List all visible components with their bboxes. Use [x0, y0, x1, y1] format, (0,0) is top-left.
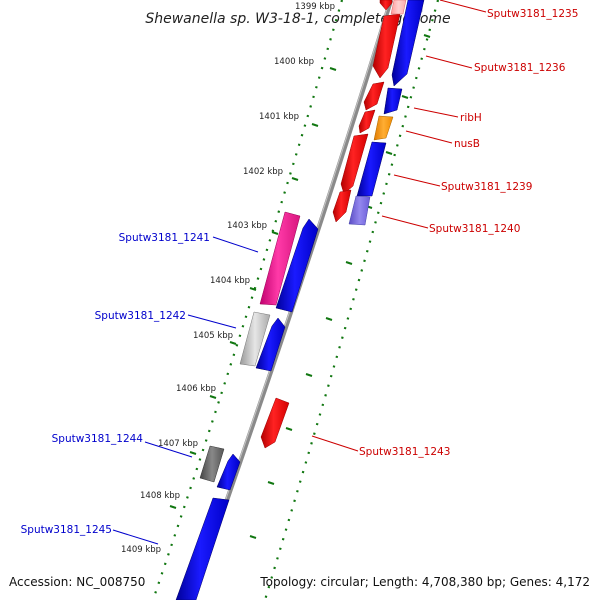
gene-block-purple[interactable] — [348, 195, 371, 226]
kbp-label: 1399 kbp — [295, 2, 335, 12]
genome-title: Shewanella sp. W3-18-1, complete genome — [145, 11, 450, 27]
inner-tick-track — [151, 0, 344, 600]
gene-label-sputw3181-1242[interactable]: Sputw3181_1242 — [95, 310, 186, 322]
kbp-label: 1408 kbp — [140, 491, 180, 501]
gene-arrow-red[interactable] — [358, 109, 376, 134]
gene-arrow-blue[interactable] — [255, 317, 286, 372]
gene-block-blue[interactable] — [356, 141, 387, 197]
gene-label-sputw3181-1243[interactable]: Sputw3181_1243 — [359, 446, 450, 458]
reverse-strand-genes — [260, 0, 425, 449]
gene-block-blue[interactable] — [383, 87, 403, 115]
gene-block-light-grey[interactable] — [239, 311, 271, 367]
gene-label-sputw3181-1241[interactable]: Sputw3181_1241 — [119, 232, 210, 244]
forward-strand-genes — [175, 211, 319, 600]
kbp-scale: 1399 kbp 1400 kbp 1401 kbp 1402 kbp 1403… — [121, 2, 335, 555]
gene-arrow-red[interactable] — [340, 133, 369, 195]
gene-arrow-blue[interactable] — [216, 453, 241, 491]
gene-arrow-red[interactable] — [260, 397, 290, 449]
gene-block-orange[interactable] — [373, 115, 394, 141]
kbp-label: 1404 kbp — [210, 276, 250, 286]
gene-labels: Sputw3181_1235 Sputw3181_1236 ribH nusB … — [21, 8, 579, 536]
topology-label: Topology: circular; Length: 4,708,380 bp… — [259, 575, 590, 589]
kbp-label: 1402 kbp — [243, 167, 283, 177]
kbp-label: 1406 kbp — [176, 384, 216, 394]
major-ticks — [169, 34, 431, 539]
gene-label-nusb[interactable]: nusB — [454, 138, 480, 150]
accession-label: Accession: NC_008750 — [9, 575, 145, 589]
gene-arrow-red[interactable] — [363, 81, 385, 111]
gene-label-sputw3181-1244[interactable]: Sputw3181_1244 — [52, 433, 144, 445]
gene-label-sputw3181-1239[interactable]: Sputw3181_1239 — [441, 181, 532, 193]
gene-arrow-red[interactable] — [332, 189, 352, 223]
gene-arrow-red[interactable] — [372, 13, 401, 79]
kbp-label: 1401 kbp — [259, 112, 299, 122]
gene-block-grey[interactable] — [199, 445, 225, 483]
kbp-label: 1409 kbp — [121, 545, 161, 555]
gene-label-sputw3181-1240[interactable]: Sputw3181_1240 — [429, 223, 520, 235]
gene-arrow-blue[interactable] — [275, 218, 319, 313]
kbp-label: 1407 kbp — [158, 439, 198, 449]
gene-block-pink[interactable] — [390, 0, 407, 15]
gene-block-magenta[interactable] — [259, 211, 301, 306]
kbp-label: 1405 kbp — [193, 331, 233, 341]
gene-arrow-red[interactable] — [379, 0, 393, 11]
gene-label-ribh[interactable]: ribH — [460, 112, 482, 124]
gene-label-sputw3181-1236[interactable]: Sputw3181_1236 — [474, 62, 566, 74]
outer-tick-track — [263, 0, 440, 600]
gene-label-sputw3181-1245[interactable]: Sputw3181_1245 — [21, 524, 112, 536]
kbp-label: 1403 kbp — [227, 221, 267, 231]
gene-label-sputw3181-1235[interactable]: Sputw3181_1235 — [487, 8, 578, 20]
gene-block-blue[interactable] — [391, 0, 425, 87]
kbp-label: 1400 kbp — [274, 57, 314, 67]
gene-block-blue[interactable] — [175, 497, 230, 600]
leader-lines — [112, 0, 487, 545]
